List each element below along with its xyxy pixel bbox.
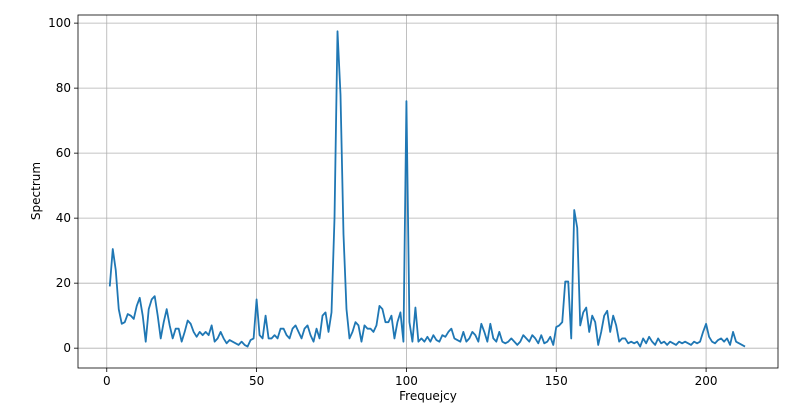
x-tick-label: 0 [103, 374, 111, 388]
plot-frame [77, 14, 779, 369]
x-tick-label: 200 [695, 374, 718, 388]
line-series [108, 30, 746, 348]
y-tick-label: 20 [56, 276, 71, 290]
y-tick-label: 60 [56, 146, 71, 160]
y-tick-label: 80 [56, 81, 71, 95]
y-tick-label: 0 [63, 341, 71, 355]
x-tick-label: 100 [395, 374, 418, 388]
y-axis-label: Spectrum [29, 162, 43, 220]
x-axis-label: Frequejcy [399, 389, 457, 403]
y-tick-label: 100 [48, 16, 71, 30]
y-tick-label: 40 [56, 211, 71, 225]
x-tick-label: 50 [249, 374, 264, 388]
x-tick-label: 150 [545, 374, 568, 388]
